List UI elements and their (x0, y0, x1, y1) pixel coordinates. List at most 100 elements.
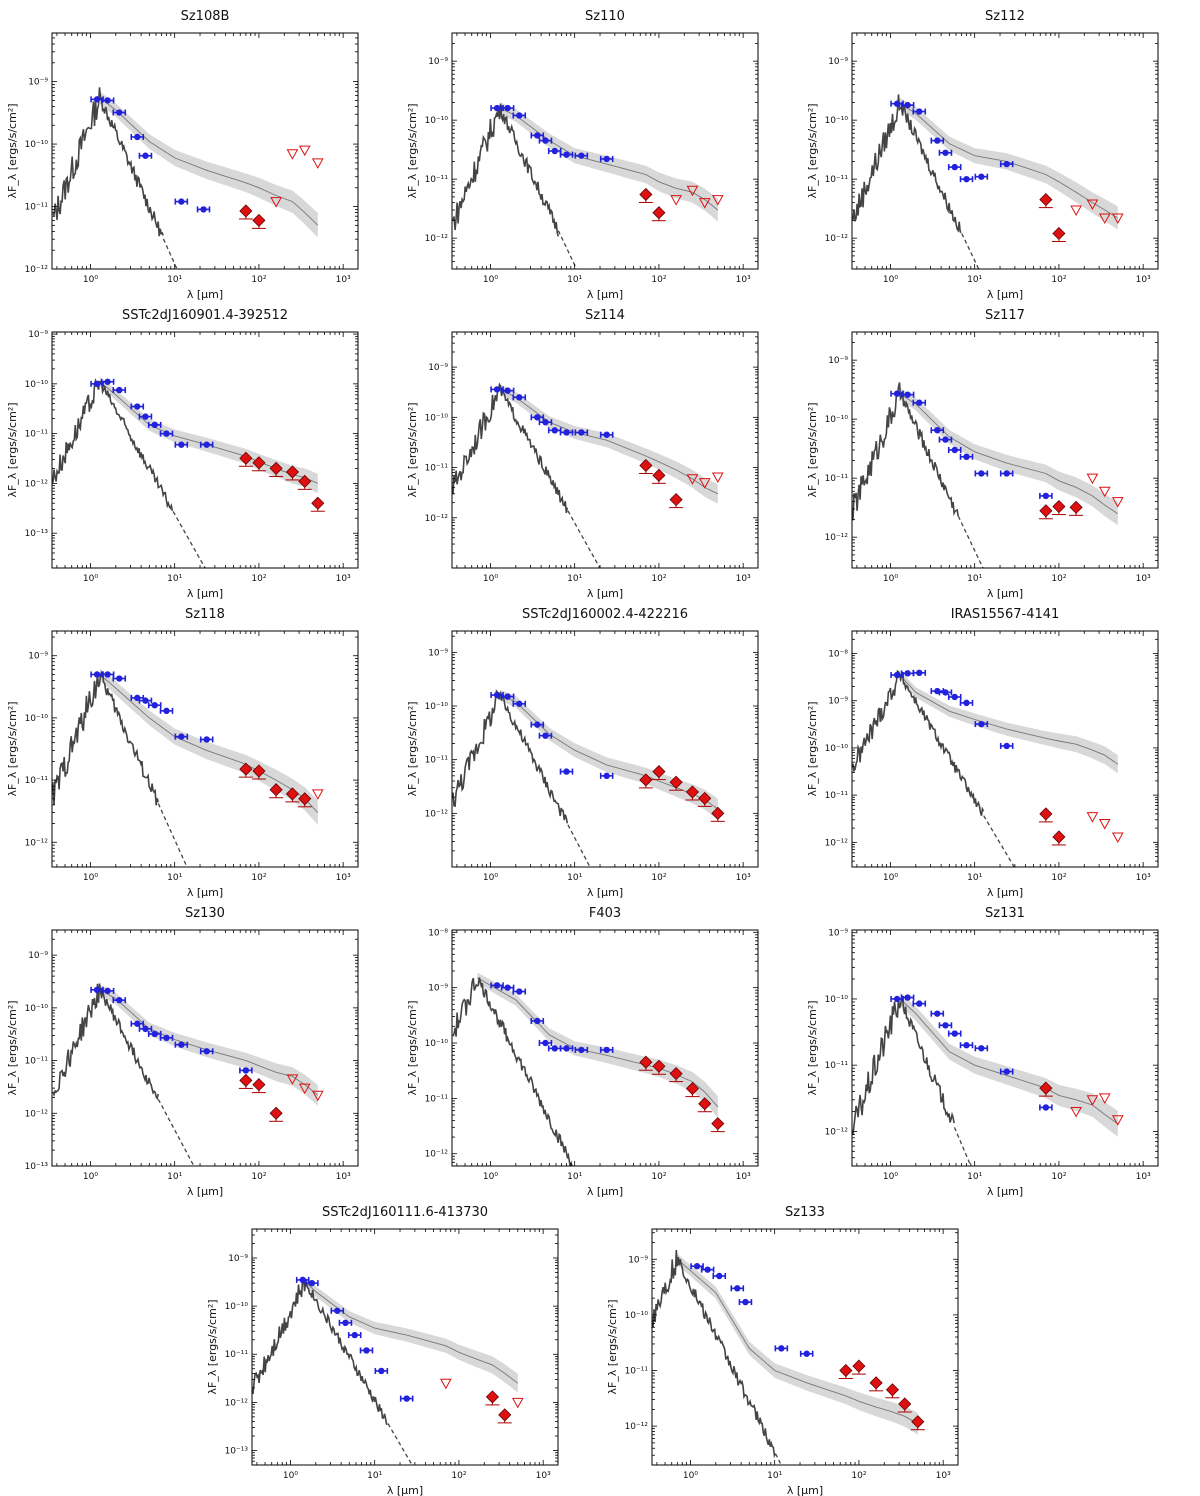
plot-frame (51, 331, 359, 569)
panel-title: Sz110 (585, 9, 625, 24)
sed-plot: SSTc2dJ160901.4-392512 10⁰ 10¹ 10² 10³ 10⁻⁹ 10… (6, 308, 359, 600)
x-tick-label: 10¹ (767, 1471, 782, 1481)
upper-limit-marker (1086, 812, 1099, 823)
upper-limit-marker (1111, 213, 1124, 224)
x-tick-label: 10³ (736, 1172, 751, 1182)
photometry-point (359, 1347, 374, 1354)
model-band (900, 670, 1118, 774)
herschel-point (685, 1082, 700, 1098)
y-tick-label: 10⁻¹¹ (825, 175, 849, 185)
y-tick-label: 10⁻⁹ (428, 984, 448, 994)
sed-panel-9: Sz130 10⁰ 10¹ 10² 10³ 10⁻⁹ 10⁻¹⁰ 10⁻¹¹ 10⁻¹² 10⁻¹… (0, 897, 380, 1198)
photometry-point (999, 1068, 1014, 1075)
x-tick-label: 10⁰ (483, 574, 498, 584)
x-axis-label: λ [μm] (187, 1185, 223, 1198)
y-tick-label: 10⁻⁹ (628, 1255, 648, 1265)
panel-title: Sz112 (985, 9, 1025, 24)
herschel-point (269, 1106, 284, 1122)
photometry-point (138, 697, 153, 704)
y-tick-label: 10⁻¹¹ (425, 756, 449, 766)
median-model-line (99, 97, 319, 226)
herschel-point (285, 787, 300, 803)
sed-panel-5: Sz117 10⁰ 10¹ 10² 10³ 10⁻⁹ 10⁻¹⁰ 10⁻¹¹ 10⁻¹² λ [μ… (800, 299, 1180, 600)
herschel-point (638, 187, 653, 203)
photometry-point (912, 108, 927, 115)
photometry-point (999, 160, 1014, 168)
x-tick-label: 10¹ (167, 873, 182, 883)
x-tick-label: 10³ (1136, 275, 1151, 285)
photometry-point (500, 693, 515, 700)
herschel-point (1038, 193, 1053, 209)
photometry-point (130, 403, 145, 410)
photometry-point (399, 1395, 414, 1402)
y-axis-label: λF_λ [ergs/s/cm²] (406, 402, 419, 497)
x-axis-label: λ [μm] (987, 587, 1023, 600)
median-model-line (677, 1258, 919, 1425)
upper-limit-marker (1098, 486, 1111, 498)
herschel-point (1069, 500, 1084, 516)
y-axis-label: λF_λ [ergs/s/cm²] (406, 103, 419, 198)
photometry-point (947, 1030, 962, 1037)
y-tick-label: 10⁻¹² (825, 1127, 849, 1137)
photometry-point (900, 994, 915, 1001)
herschel-point (651, 468, 666, 484)
upper-limit-marker (1111, 497, 1124, 508)
herschel-point (910, 1415, 925, 1431)
photometry-point (112, 109, 127, 116)
panel-title: SSTc2dJ160111.6-413730 (322, 1205, 488, 1220)
photosphere-tail (957, 515, 984, 568)
herschel-point (251, 1078, 266, 1094)
photometry-point (947, 693, 962, 701)
plot-frame (451, 630, 759, 868)
photometry-point (330, 1307, 345, 1314)
x-tick-label: 10⁰ (283, 1471, 298, 1481)
y-tick-label: 10⁻¹¹ (25, 430, 49, 440)
herschel-point (251, 764, 266, 780)
herschel-point (638, 1055, 653, 1071)
photometry-point (574, 429, 589, 436)
photometry-point (599, 431, 614, 438)
sed-panel-7: SSTc2dJ160002.4-422216 10⁰ 10¹ 10² 10³ 10⁻⁹ 10… (400, 598, 780, 899)
x-tick-label: 10² (1051, 1172, 1066, 1182)
photometry-point (512, 700, 527, 707)
photosphere-spectrum (252, 1276, 388, 1425)
photometry-point (574, 152, 589, 159)
y-axis-label: λF_λ [ergs/s/cm²] (806, 1000, 819, 1095)
photometry-point (900, 101, 915, 109)
model-band (500, 384, 718, 504)
herschel-point (697, 791, 712, 807)
x-axis-label: λ [μm] (787, 1484, 823, 1496)
sed-plot: F403 10⁰ 10¹ 10² 10³ 10⁻⁸ 10⁻⁹ 10⁻¹⁰ 10⁻¹¹ 10⁻¹² λ… (406, 906, 759, 1198)
x-tick-label: 10¹ (167, 275, 182, 285)
y-tick-label: 10⁻¹⁰ (25, 714, 49, 724)
herschel-point (669, 493, 684, 509)
photosphere-spectrum (52, 670, 159, 806)
y-tick-label: 10⁻¹¹ (425, 1094, 449, 1104)
upper-limit-marker (1098, 1093, 1111, 1104)
x-tick-label: 10⁰ (883, 574, 898, 584)
y-axis-label: λF_λ [ergs/s/cm²] (606, 1299, 619, 1394)
upper-limit-marker (686, 474, 699, 485)
photometry-point (930, 687, 945, 695)
y-axis-label: λF_λ [ergs/s/cm²] (806, 103, 819, 198)
panel-title: Sz118 (185, 607, 225, 622)
x-tick-label: 10³ (1136, 873, 1151, 883)
sed-plot: Sz130 10⁰ 10¹ 10² 10³ 10⁻⁹ 10⁻¹⁰ 10⁻¹¹ 10⁻¹² 10⁻¹… (6, 906, 359, 1198)
y-axis-label: λF_λ [ergs/s/cm²] (206, 1299, 219, 1394)
y-tick-label: 10⁻⁹ (228, 1254, 248, 1264)
photometry-point (196, 206, 211, 213)
photometry-point (530, 414, 545, 421)
panel-title: F403 (589, 906, 621, 921)
y-tick-label: 10⁻⁸ (828, 650, 848, 660)
photometry-point (559, 429, 574, 436)
upper-limit-marker (1086, 1095, 1099, 1106)
herschel-point (238, 1073, 253, 1089)
plot-frame (251, 1228, 559, 1466)
photometry-point (138, 152, 153, 159)
median-model-line (899, 674, 1119, 765)
photometry-point (774, 1345, 789, 1352)
x-tick-label: 10¹ (967, 275, 982, 285)
panel-title: Sz108B (181, 9, 230, 24)
x-axis-label: λ [μm] (187, 288, 223, 301)
photometry-point (374, 1367, 389, 1375)
